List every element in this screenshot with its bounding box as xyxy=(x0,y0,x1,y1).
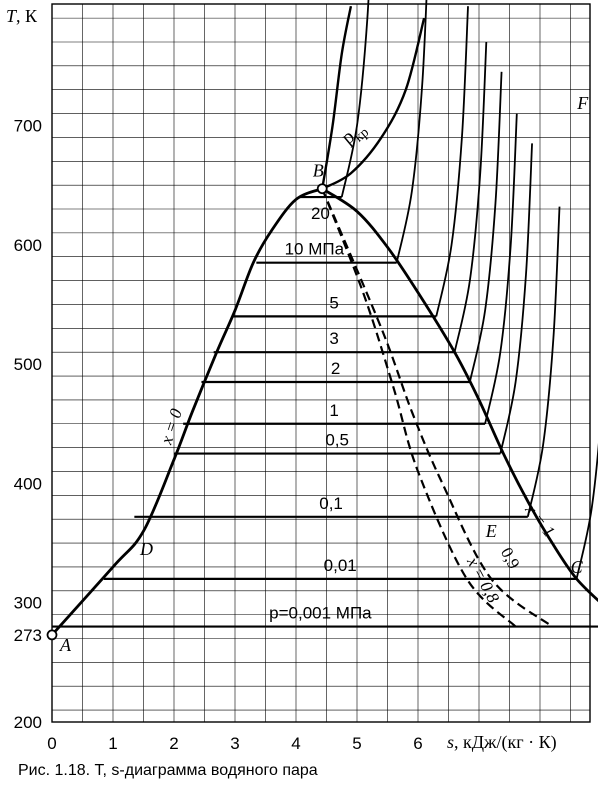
dryness-line xyxy=(321,188,517,628)
point-label: D xyxy=(139,539,153,559)
isobar-superheated xyxy=(526,206,561,517)
critical-point-marker xyxy=(316,183,328,195)
y-axis-symbol: T xyxy=(6,6,18,26)
x-tick-label: 0 xyxy=(47,734,56,753)
saturation-vapor-label: x = 1 xyxy=(521,500,559,541)
critical-isobar xyxy=(321,17,426,190)
x-tick-label: 1 xyxy=(108,734,117,753)
isobar-superheated xyxy=(453,41,488,353)
y-axis-units: , К xyxy=(16,6,38,26)
triple-point-label: A xyxy=(59,635,72,655)
y-tick-label: 700 xyxy=(14,117,42,136)
isobar-label: 2 xyxy=(331,359,340,378)
x-axis-symbol: s xyxy=(447,732,454,752)
y-axis-label: T, К xyxy=(6,6,38,26)
isobar-superheated xyxy=(340,0,370,198)
labels: 0 1 2 3 4 5 6 200 300 400 500 600 700 273 p=0,001 МПа 0… xyxy=(14,93,590,753)
isobar-label: 0,01 xyxy=(324,556,357,575)
point-label: C xyxy=(571,557,584,577)
saturation-vapor-line xyxy=(321,187,598,603)
x-tick-label: 5 xyxy=(352,734,361,753)
point-label: F xyxy=(576,93,589,113)
isobar-label: 0,1 xyxy=(319,494,343,513)
x-axis-label: s, кДж/(кг · К) xyxy=(447,732,557,753)
point-label: E xyxy=(485,521,497,541)
y-tick-label: 200 xyxy=(14,713,42,732)
x-axis-units: , кДж/(кг · К) xyxy=(454,732,557,753)
y-tick-label: 400 xyxy=(14,474,42,493)
saturation-liquid-line xyxy=(50,187,323,636)
isobar-superheated xyxy=(468,71,503,383)
critical-isobar-upper xyxy=(321,5,353,189)
y-tick-label: 500 xyxy=(14,355,42,374)
y-tick-label: 600 xyxy=(14,236,42,255)
x-tick-label: 2 xyxy=(169,734,178,753)
isobar-label: 20 xyxy=(311,204,330,223)
plot-frame xyxy=(51,3,591,723)
dryness-label: 0,9 xyxy=(497,544,524,572)
x-tick-label: 4 xyxy=(291,734,300,753)
critical-point-label: B xyxy=(313,161,324,181)
y-tick-label: 300 xyxy=(14,594,42,613)
critical-isobar-label: pкр xyxy=(337,117,372,152)
isobar-label: 1 xyxy=(329,401,338,420)
isobar-label: 0,5 xyxy=(325,431,349,450)
isobar-superheated xyxy=(575,442,598,580)
isobar-label: p=0,001 МПа xyxy=(269,604,372,623)
curves xyxy=(46,0,598,641)
isobar-label: 3 xyxy=(329,329,338,348)
grid xyxy=(51,3,591,723)
figure-caption: Рис. 1.18. T, s-диаграмма водяного пара xyxy=(18,762,318,779)
isobar-label: 10 МПа xyxy=(285,240,345,259)
x-tick-label: 6 xyxy=(413,734,422,753)
isobar-superheated xyxy=(484,113,518,424)
triple-point-marker xyxy=(46,629,58,641)
isobar-superheated xyxy=(499,143,533,454)
x-tick-label: 3 xyxy=(230,734,239,753)
isobar-label: 5 xyxy=(329,293,338,312)
y-tick-label-273: 273 xyxy=(14,626,42,645)
isobar-superheated xyxy=(395,0,428,263)
isobar-superheated xyxy=(435,6,469,317)
